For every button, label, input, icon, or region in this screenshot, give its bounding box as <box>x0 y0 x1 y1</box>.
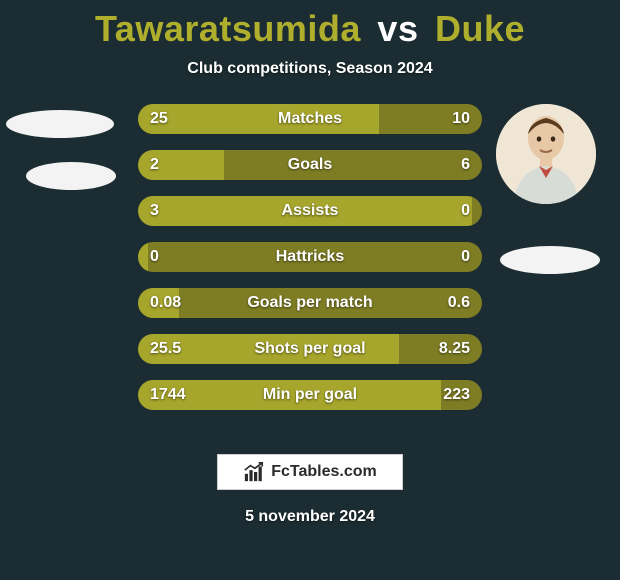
stat-row: Goals26 <box>138 150 482 180</box>
bar-growth-icon <box>243 461 265 483</box>
page-title: Tawaratsumida vs Duke <box>0 0 620 50</box>
stat-row: Min per goal1744223 <box>138 380 482 410</box>
stat-bars: Matches2510 Goals26 Assists30 Hattricks00 Go… <box>138 104 482 426</box>
stat-row: Shots per goal25.58.25 <box>138 334 482 364</box>
decorative-oval <box>26 162 116 190</box>
stat-row: Assists30 <box>138 196 482 226</box>
brand-badge: FcTables.com <box>217 454 403 490</box>
decorative-oval <box>500 246 600 274</box>
player1-name: Tawaratsumida <box>95 8 361 49</box>
stat-row: Matches2510 <box>138 104 482 134</box>
vs-text: vs <box>377 8 418 49</box>
player2-avatar <box>496 104 596 204</box>
person-icon <box>496 104 596 204</box>
subtitle: Club competitions, Season 2024 <box>0 60 620 78</box>
stat-row: Goals per match0.080.6 <box>138 288 482 318</box>
stat-row: Hattricks00 <box>138 242 482 272</box>
date-text: 5 november 2024 <box>0 508 620 526</box>
player2-name: Duke <box>435 8 525 49</box>
brand-text: FcTables.com <box>271 463 377 481</box>
comparison-stage: Matches2510 Goals26 Assists30 Hattricks00 Go… <box>0 104 620 444</box>
decorative-oval <box>6 110 114 138</box>
